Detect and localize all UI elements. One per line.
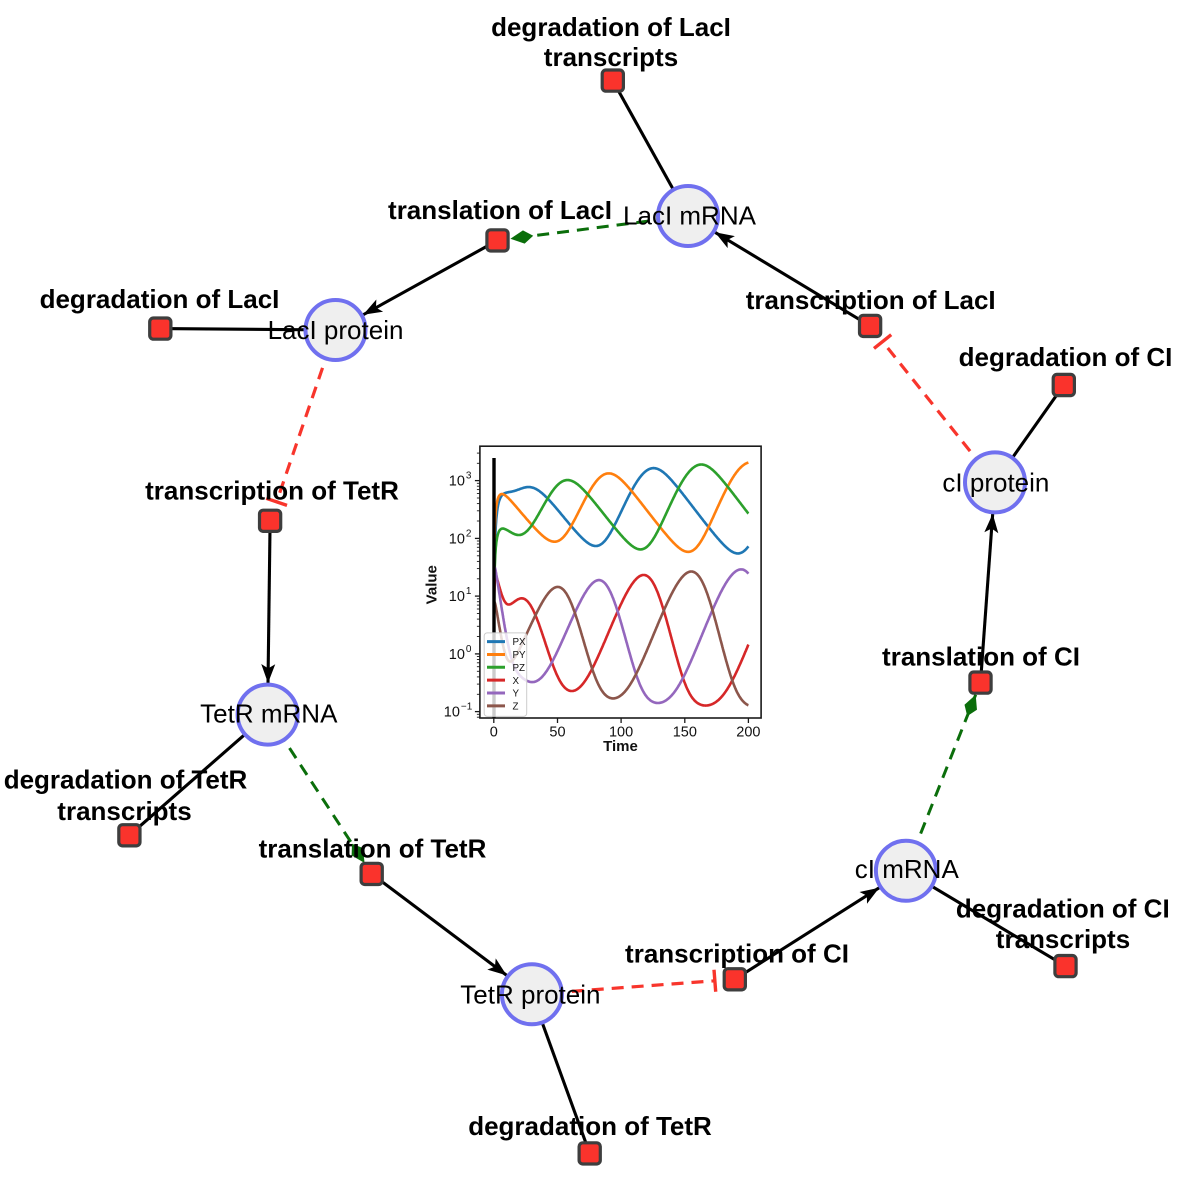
svg-text:LacI mRNA: LacI mRNA bbox=[623, 201, 757, 231]
svg-text:transcription of CI: transcription of CI bbox=[625, 939, 849, 969]
svg-text:3: 3 bbox=[466, 471, 472, 482]
svg-text:1: 1 bbox=[466, 586, 472, 597]
svg-text:Z: Z bbox=[513, 702, 519, 713]
svg-text:TetR protein: TetR protein bbox=[460, 980, 600, 1010]
svg-text:2: 2 bbox=[466, 528, 472, 539]
svg-text:PZ: PZ bbox=[513, 663, 526, 674]
svg-text:200: 200 bbox=[736, 725, 760, 741]
svg-text:150: 150 bbox=[673, 725, 697, 741]
svg-text:50: 50 bbox=[549, 725, 565, 741]
svg-text:100: 100 bbox=[609, 725, 633, 741]
svg-text:−1: −1 bbox=[461, 702, 473, 713]
svg-text:PX: PX bbox=[513, 637, 527, 648]
svg-text:PY: PY bbox=[513, 650, 527, 661]
svg-text:10: 10 bbox=[444, 705, 460, 721]
svg-text:degradation of CI: degradation of CI bbox=[959, 342, 1173, 372]
svg-text:10: 10 bbox=[449, 647, 465, 663]
svg-text:cI mRNA: cI mRNA bbox=[855, 854, 960, 884]
svg-text:10: 10 bbox=[449, 531, 465, 547]
svg-text:transcripts: transcripts bbox=[996, 924, 1130, 954]
svg-text:cI protein: cI protein bbox=[942, 467, 1049, 497]
svg-text:Y: Y bbox=[513, 689, 520, 700]
svg-text:degradation of TetR: degradation of TetR bbox=[4, 765, 248, 795]
svg-text:Time: Time bbox=[603, 738, 638, 755]
svg-text:10: 10 bbox=[449, 589, 465, 605]
svg-text:transcripts: transcripts bbox=[544, 42, 678, 72]
svg-text:X: X bbox=[513, 676, 520, 687]
svg-text:0: 0 bbox=[466, 644, 472, 655]
svg-text:degradation of CI: degradation of CI bbox=[956, 894, 1170, 924]
svg-text:0: 0 bbox=[490, 725, 498, 741]
svg-text:transcription of TetR: transcription of TetR bbox=[145, 476, 399, 506]
svg-text:degradation of LacI: degradation of LacI bbox=[491, 12, 731, 42]
svg-text:translation of LacI: translation of LacI bbox=[388, 195, 612, 225]
svg-text:transcripts: transcripts bbox=[57, 796, 191, 826]
svg-text:degradation of TetR: degradation of TetR bbox=[468, 1111, 712, 1141]
svg-text:10: 10 bbox=[449, 474, 465, 490]
svg-text:degradation of LacI: degradation of LacI bbox=[40, 284, 280, 314]
svg-text:Value: Value bbox=[424, 565, 441, 604]
svg-text:transcription of LacI: transcription of LacI bbox=[746, 285, 996, 315]
svg-text:translation of TetR: translation of TetR bbox=[259, 834, 487, 864]
svg-text:TetR mRNA: TetR mRNA bbox=[200, 699, 338, 729]
svg-text:translation of CI: translation of CI bbox=[882, 642, 1080, 672]
svg-text:LacI protein: LacI protein bbox=[268, 315, 404, 345]
